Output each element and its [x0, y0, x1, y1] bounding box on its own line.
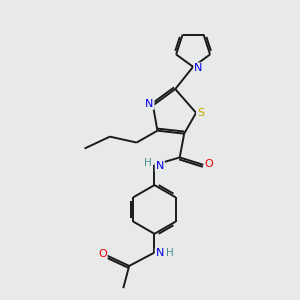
Text: N: N [194, 63, 202, 73]
Text: H: H [144, 158, 152, 168]
Text: N: N [145, 99, 154, 109]
Text: N: N [156, 161, 164, 171]
Text: O: O [98, 249, 107, 259]
Text: S: S [197, 108, 204, 118]
Text: O: O [205, 159, 213, 169]
Text: H: H [166, 248, 174, 258]
Text: N: N [156, 248, 164, 258]
